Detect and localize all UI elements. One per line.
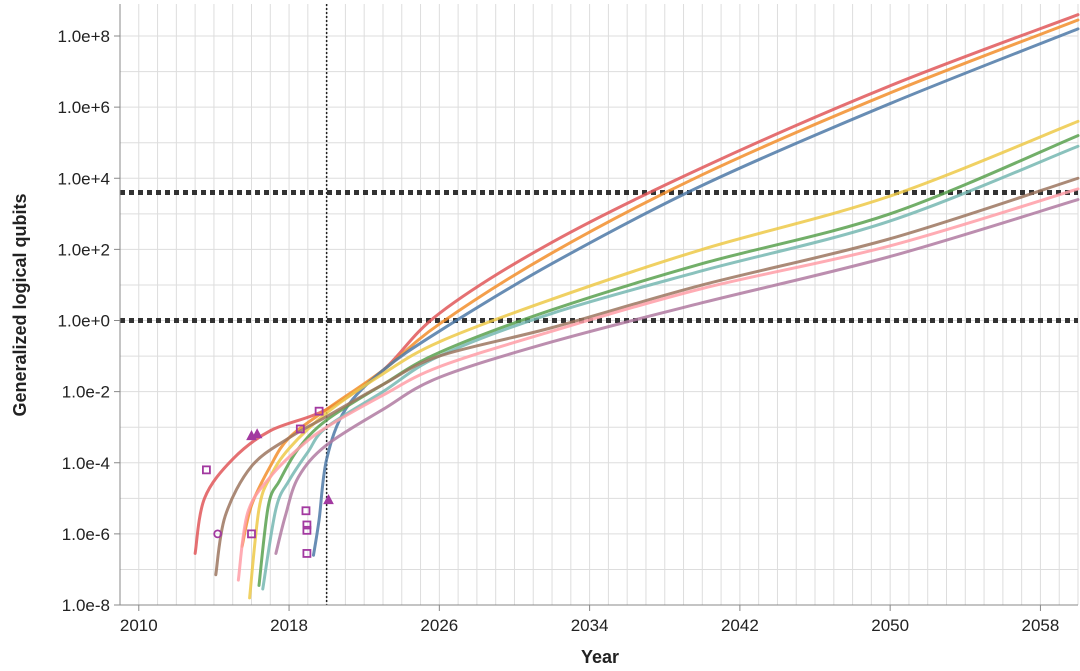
series-line-5: [257, 134, 1080, 587]
y-tick-label: 1.0e-8: [62, 596, 110, 615]
series-line-9: [274, 198, 1080, 555]
data-markers: [202, 406, 334, 558]
series-line-3: [311, 27, 1080, 557]
x-tick-label: 2042: [721, 616, 759, 635]
x-tick-label: 2018: [270, 616, 308, 635]
y-tick-label: 1.0e+6: [58, 98, 110, 117]
marker-triangle: [251, 428, 263, 439]
reference-lines: [120, 4, 1078, 605]
x-tick-label: 2026: [420, 616, 458, 635]
x-tick-label: 2058: [1022, 616, 1060, 635]
x-axis-title: Year: [581, 647, 619, 667]
x-tick-label: 2010: [120, 616, 158, 635]
series-line-2: [240, 18, 1080, 548]
grid: [119, 4, 1079, 606]
x-tick-label: 2050: [871, 616, 909, 635]
y-tick-label: 1.0e+0: [58, 312, 110, 331]
series-line-8: [236, 187, 1080, 582]
y-tick-label: 1.0e+4: [58, 169, 110, 188]
marker-square: [302, 520, 312, 530]
marker-triangle: [323, 494, 334, 505]
y-axis-title: Generalized logical qubits: [10, 193, 30, 416]
marker-circle: [213, 529, 223, 539]
marker-square: [301, 506, 311, 516]
y-tick-label: 1.0e-6: [62, 525, 110, 544]
y-tick-label: 1.0e-2: [62, 383, 110, 402]
x-tick-label: 2034: [571, 616, 609, 635]
series-line-7: [214, 176, 1080, 577]
marker-square: [247, 529, 256, 539]
y-tick-label: 1.0e+8: [58, 27, 110, 46]
marker-square: [302, 549, 312, 558]
series-lines: [193, 13, 1080, 600]
y-tick-label: 1.0e+2: [58, 240, 110, 259]
y-tick-label: 1.0e-4: [62, 454, 110, 473]
marker-square: [295, 424, 305, 434]
marker-square: [302, 525, 312, 535]
marker-square: [314, 406, 324, 416]
series-line-1: [193, 13, 1080, 555]
axes: 2010 2018 2026 2034 2042 2050 2058 1.0e-8 1.0e-6…: [58, 4, 1078, 635]
marker-square: [202, 465, 211, 475]
